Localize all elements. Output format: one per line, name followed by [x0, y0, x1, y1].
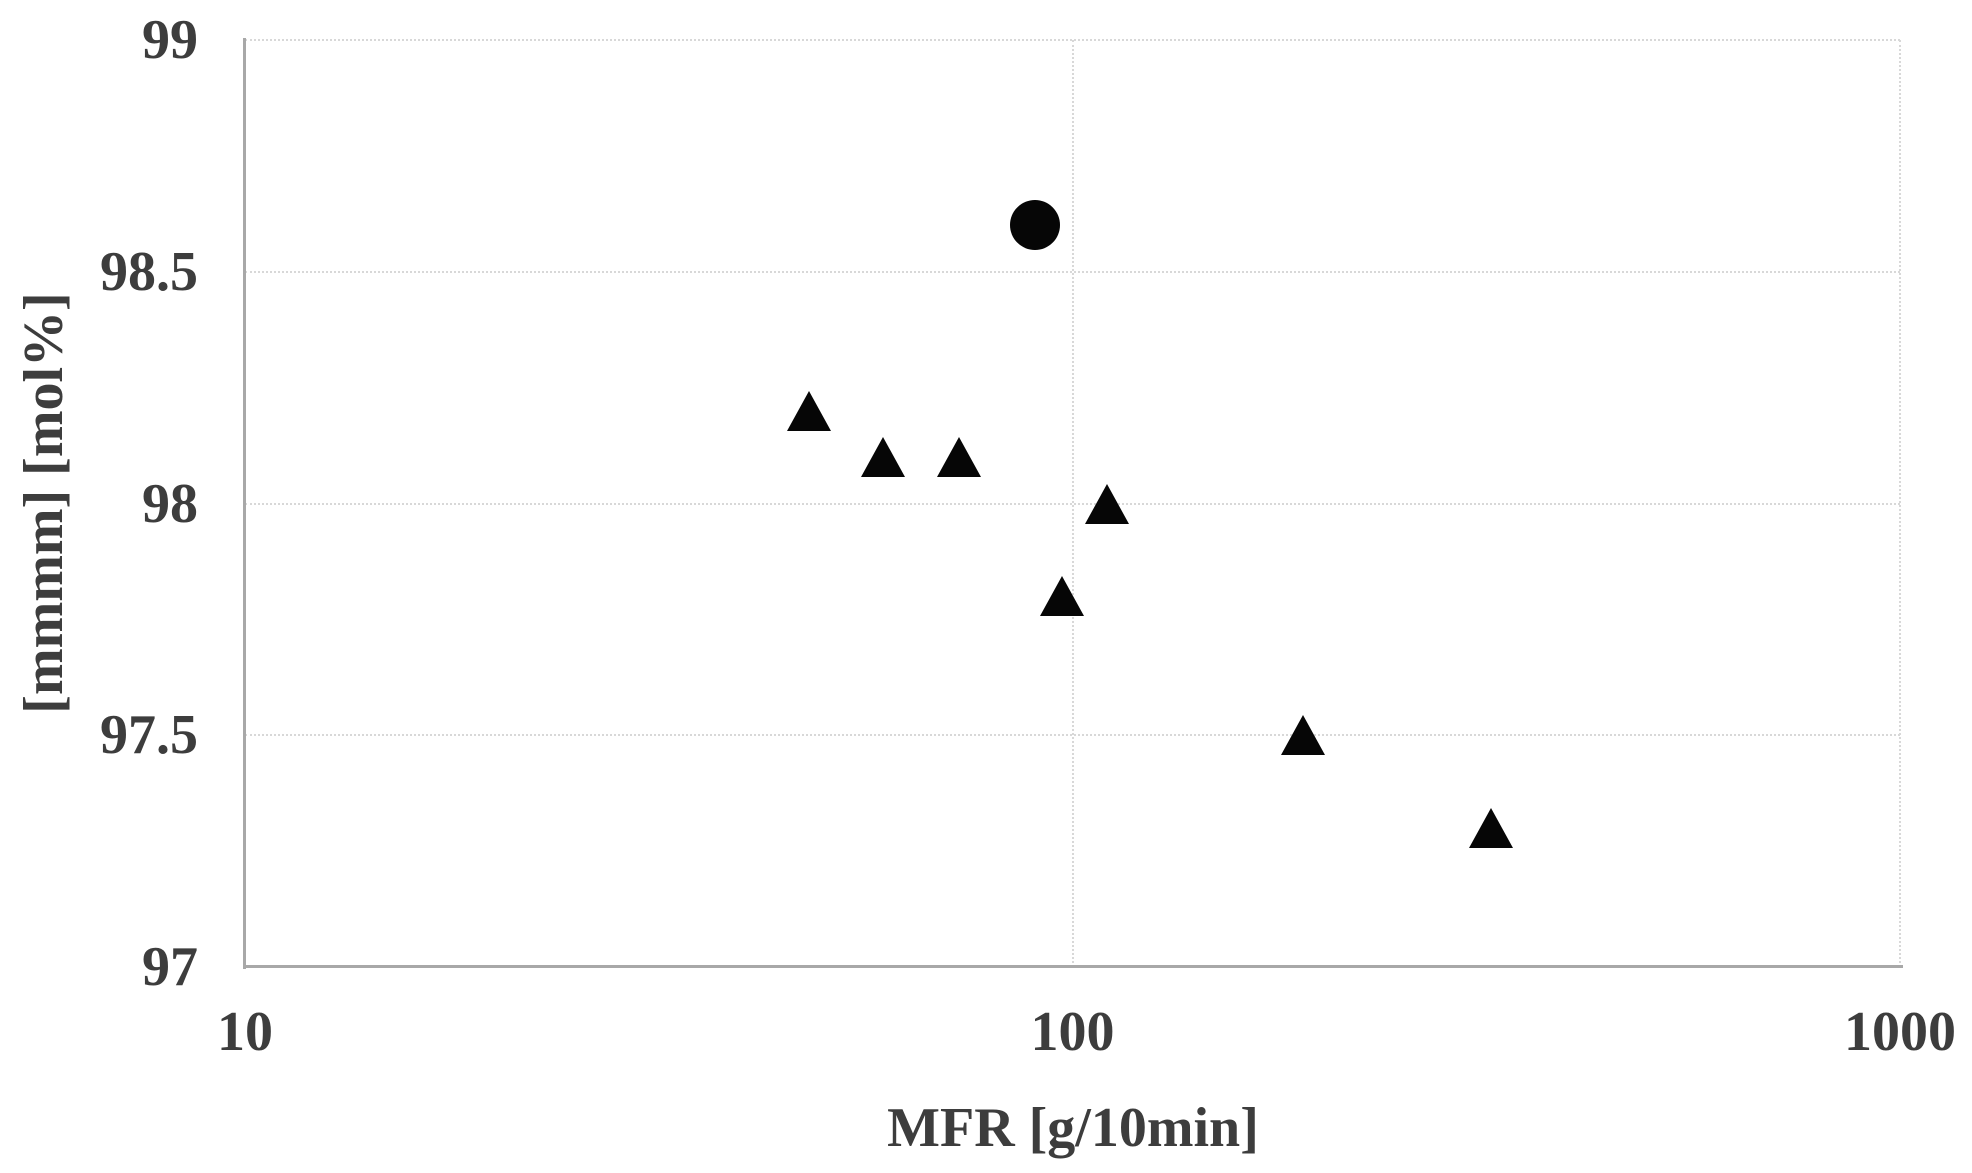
y-tick-label: 97 [142, 936, 198, 998]
data-point-triangle [1084, 483, 1129, 524]
y-tick-label: 99 [142, 9, 198, 71]
data-point-triangle [1468, 807, 1513, 848]
data-point-triangle [786, 390, 831, 431]
y-axis-title: [mmmm] [mol%] [13, 292, 75, 714]
data-point-triangle [860, 437, 905, 478]
x-axis-line [243, 965, 1903, 968]
vertical-gridline [1899, 40, 1901, 967]
data-point-triangle [1281, 715, 1326, 756]
data-point-circle [1009, 200, 1060, 251]
data-point-triangle [937, 437, 982, 478]
x-axis-title: MFR [g/10min] [887, 1097, 1259, 1159]
y-axis-line [243, 38, 246, 969]
y-tick-label: 98 [142, 472, 198, 535]
x-tick-label: 1000 [1844, 1001, 1956, 1063]
vertical-gridline [1071, 40, 1074, 967]
x-tick-label: 100 [1030, 1001, 1115, 1063]
y-tick-label: 97.5 [100, 704, 198, 767]
x-tick-label: 10 [217, 1001, 273, 1063]
y-tick-label: 98.5 [100, 240, 198, 303]
data-point-triangle [1039, 576, 1084, 617]
